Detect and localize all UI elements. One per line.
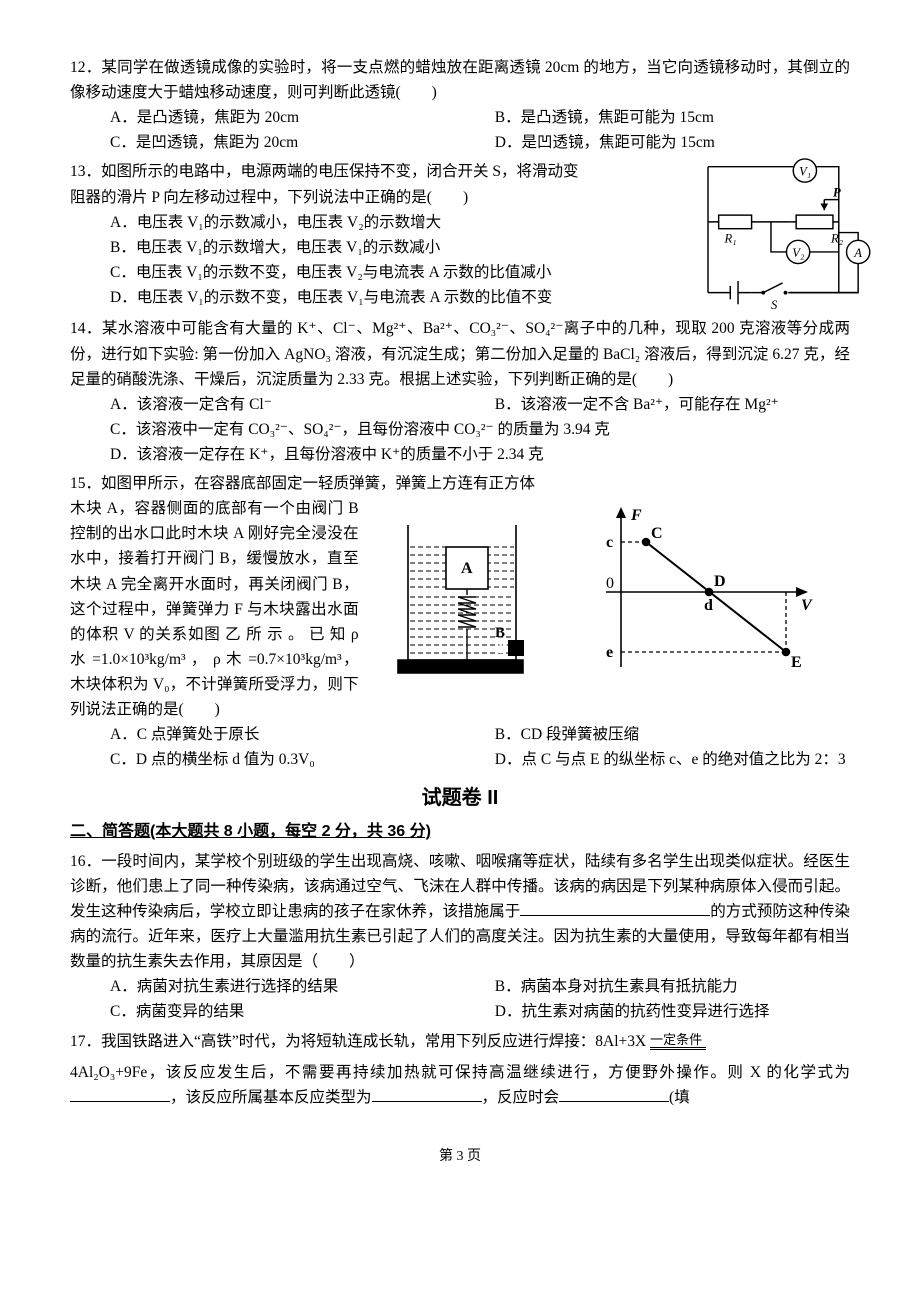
q14-opt-b: B．该溶液一定不含 Ba²⁺，可能存在 Mg²⁺ <box>495 392 850 417</box>
q12-opt-c: C．是凹透镜，焦距为 20cm <box>110 130 495 155</box>
lbl-d-big: D <box>714 573 726 590</box>
q15-row: 木块 A，容器侧面的底部有一个由阀门 B 控制的出水口此时木块 A 刚好完全浸没… <box>70 496 850 722</box>
q13-num: 13． <box>70 163 101 180</box>
q12-opt-b: B．是凸透镜，焦距可能为 15cm <box>495 105 850 130</box>
q15-stem-top: 15．如图甲所示，在容器底部固定一轻质弹簧，弹簧上方连有正方体 <box>70 471 850 496</box>
q17-p1: 我国铁路进入“高铁”时代，为将短轨连成长轨，常用下列反应进行焊接：8Al+3X <box>101 1033 646 1050</box>
q15-top: 如图甲所示，在容器底部固定一轻质弹簧，弹簧上方连有正方体 <box>101 475 535 492</box>
q15-opt-b: B．CD 段弹簧被压缩 <box>495 722 850 747</box>
q12-stem: 12．某同学在做透镜成像的实验时，将一支点燃的蜡烛放在距离透镜 20cm 的地方… <box>70 55 850 105</box>
q14-opt-c: C．该溶液中一定有 CO₃²⁻、SO₄²⁻，且每份溶液中 CO₃²⁻ 的质量为 … <box>110 417 850 442</box>
q15-num: 15． <box>70 475 101 492</box>
q16-stem: 16．一段时间内，某学校个别班级的学生出现高烧、咳嗽、咽喉痛等症状，陆续有多名学… <box>70 849 850 975</box>
question-17: 17．我国铁路进入“高铁”时代，为将短轨连成长轨，常用下列反应进行焊接：8Al+… <box>70 1029 850 1110</box>
blank-4[interactable] <box>559 1085 669 1102</box>
cond-text: 一定条件 <box>650 1032 702 1047</box>
lbl-e-small: e <box>606 644 613 661</box>
q15-opt-d: D．点 C 与点 E 的纵坐标 c、e 的绝对值之比为 2：3 <box>495 747 850 772</box>
q13-text1: 如图所示的电路中，电源两端的电压保持不变，闭合开关 S，将滑动变 <box>101 163 579 180</box>
q12-opt-d: D．是凹透镜，焦距可能为 15cm <box>495 130 850 155</box>
q15-opt-c: C．D 点的横坐标 d 值为 0.3V₀ <box>110 747 495 772</box>
lbl-c-big: C <box>651 525 663 542</box>
axis-f: F <box>630 507 642 524</box>
q12-opt-a: A．是凸透镜，焦距为 20cm <box>110 105 495 130</box>
label-a: A <box>853 246 862 260</box>
q13-opt-d: D．电压表 V₁的示数不变，电压表 V₁与电流表 A 示数的比值不变 <box>110 285 632 310</box>
q14-stem: 14．某水溶液中可能含有大量的 K⁺、Cl⁻、Mg²⁺、Ba²⁺、CO₃²⁻、S… <box>70 316 850 391</box>
q15-opt-a: A．C 点弹簧处于原长 <box>110 722 495 747</box>
q16-num: 16． <box>70 853 101 870</box>
q12-num: 12． <box>70 59 101 76</box>
q15-options: A．C 点弹簧处于原长B．CD 段弹簧被压缩 C．D 点的横坐标 d 值为 0.… <box>70 722 850 772</box>
q14-num: 14． <box>70 320 102 337</box>
label-b2: B <box>495 625 505 641</box>
question-15: 15．如图甲所示，在容器底部固定一轻质弹簧，弹簧上方连有正方体 木块 A，容器侧… <box>70 471 850 772</box>
q15-figures: A B B <box>359 496 850 682</box>
lbl-e-big: E <box>791 654 802 671</box>
q17-line1: 17．我国铁路进入“高铁”时代，为将短轨连成长轨，常用下列反应进行焊接：8Al+… <box>70 1029 850 1054</box>
q17-p2d: (填 <box>669 1089 690 1106</box>
q13-opt-b: B．电压表 V₁的示数增大，电压表 V₁的示数减小 <box>110 235 632 260</box>
blank-1[interactable] <box>520 899 710 916</box>
circuit-diagram-icon: V₁ P R₁ R₂ V₂ A S <box>693 157 878 312</box>
question-12: 12．某同学在做透镜成像的实验时，将一支点燃的蜡烛放在距离透镜 20cm 的地方… <box>70 55 850 155</box>
q17-p2b: ，该反应所属基本反应类型为 <box>170 1089 372 1106</box>
fv-graph-icon: F V 0 c e C D d E <box>586 502 821 682</box>
q13-opt-a: A．电压表 V₁的示数减小，电压表 V₂的示数增大 <box>110 210 632 235</box>
q13-options: A．电压表 V₁的示数减小，电压表 V₂的示数增大 B．电压表 V₁的示数增大，… <box>70 210 632 310</box>
q16-opt-a: A．病菌对抗生素进行选择的结果 <box>110 974 495 999</box>
axis-v: V <box>801 597 813 614</box>
q14-opt-a: A．该溶液一定含有 Cl⁻ <box>110 392 495 417</box>
q16-options: A．病菌对抗生素进行选择的结果B．病菌本身对抗生素具有抵抗能力 C．病菌变异的结… <box>70 974 850 1024</box>
lbl-0: 0 <box>606 575 614 592</box>
label-r1: R₁ <box>723 232 736 246</box>
label-b: B <box>498 641 508 657</box>
section-2-subtitle: 二、简答题(本大题共 8 小题，每空 2 分，共 36 分) <box>70 819 850 845</box>
question-16: 16．一段时间内，某学校个别班级的学生出现高烧、咳嗽、咽喉痛等症状，陆续有多名学… <box>70 849 850 1025</box>
q14-options-cd: C．该溶液中一定有 CO₃²⁻、SO₄²⁻，且每份溶液中 CO₃²⁻ 的质量为 … <box>70 417 850 467</box>
q14-options-ab: A．该溶液一定含有 Cl⁻B．该溶液一定不含 Ba²⁺，可能存在 Mg²⁺ <box>70 392 850 417</box>
q17-num: 17． <box>70 1033 101 1050</box>
blank-2[interactable] <box>70 1085 170 1102</box>
label-s: S <box>771 299 778 313</box>
label-v1: V₁ <box>799 165 811 179</box>
q16-opt-d: D．抗生素对病菌的抗药性变异进行选择 <box>495 999 850 1024</box>
label-r2: R₂ <box>830 232 844 246</box>
q12-options: A．是凸透镜，焦距为 20cmB．是凸透镜，焦距可能为 15cm C．是凹透镜，… <box>70 105 850 155</box>
lbl-d-small: d <box>704 597 713 614</box>
label-p: P <box>833 186 841 200</box>
q14-text: 某水溶液中可能含有大量的 K⁺、Cl⁻、Mg²⁺、Ba²⁺、CO₃²⁻、SO₄²… <box>70 320 850 387</box>
q14-opt-d: D．该溶液一定存在 K⁺，且每份溶液中 K⁺的质量不小于 2.34 克 <box>110 442 850 467</box>
q16-opt-b: B．病菌本身对抗生素具有抵抗能力 <box>495 974 850 999</box>
section-2-title: 试题卷 II <box>70 782 850 814</box>
q16-opt-c: C．病菌变异的结果 <box>110 999 495 1024</box>
q17-p2a: 4Al₂O₃+9Fe，该反应发生后，不需要再持续加热就可保持高温继续进行，方便野… <box>70 1064 850 1081</box>
question-14: 14．某水溶液中可能含有大量的 K⁺、Cl⁻、Mg²⁺、Ba²⁺、CO₃²⁻、S… <box>70 316 850 467</box>
blank-3[interactable] <box>372 1085 482 1102</box>
q17-p2c: ，反应时会 <box>482 1089 560 1106</box>
q17-line2: 4Al₂O₃+9Fe，该反应发生后，不需要再持续加热就可保持高温继续进行，方便野… <box>70 1060 850 1110</box>
q15-left-text: 木块 A，容器侧面的底部有一个由阀门 B 控制的出水口此时木块 A 刚好完全浸没… <box>70 496 359 722</box>
q13-opt-c: C．电压表 V₁的示数不变，电压表 V₂与电流表 A 示数的比值减小 <box>110 260 632 285</box>
container-spring-icon: A B B <box>388 505 528 680</box>
label-a: A <box>461 560 473 577</box>
lbl-c-small: c <box>606 534 613 551</box>
reaction-condition-icon: 一定条件 <box>650 1033 706 1051</box>
page-number: 第 3 页 <box>70 1146 850 1169</box>
label-v2: V₂ <box>792 246 805 260</box>
question-13: V₁ P R₁ R₂ V₂ A S 13．如图所示的电路中，电源两端的电压保持不… <box>70 159 850 312</box>
